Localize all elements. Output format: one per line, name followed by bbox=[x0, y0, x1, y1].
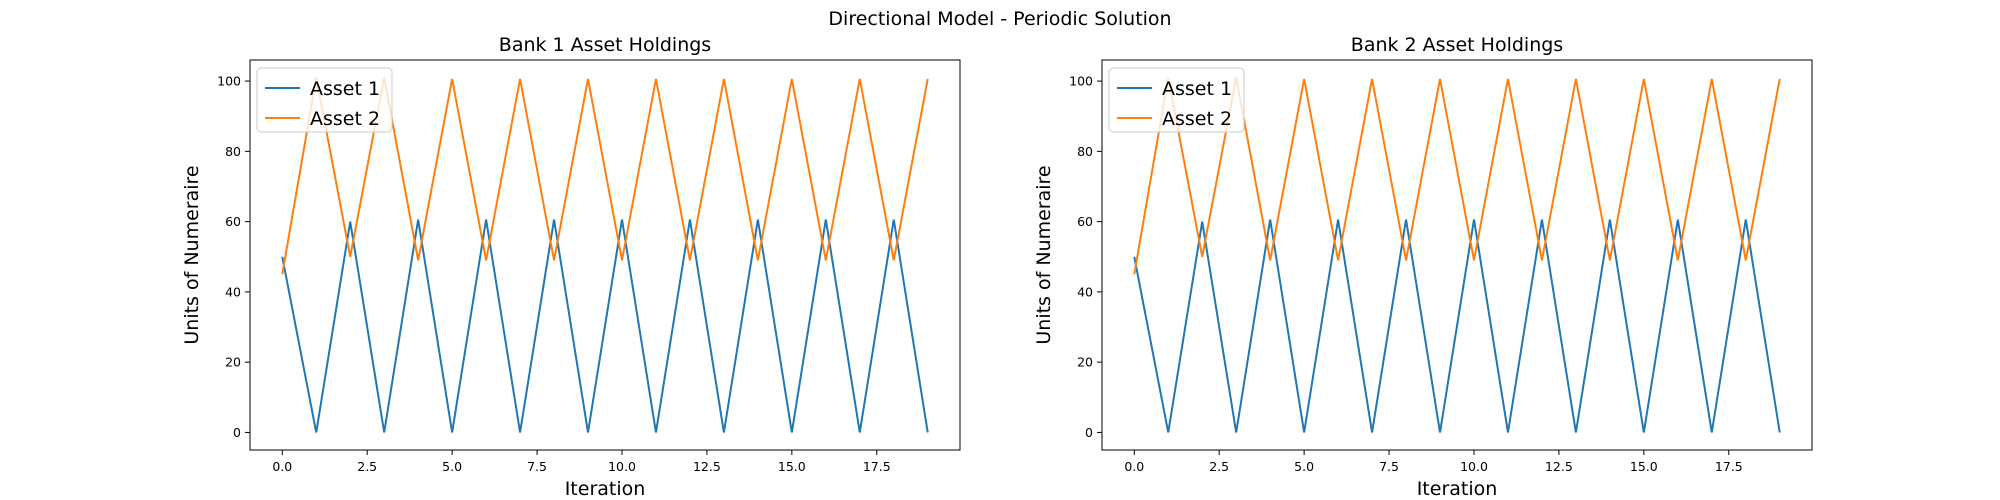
x-tick-label: 7.5 bbox=[527, 459, 547, 474]
x-tick-label: 5.0 bbox=[442, 459, 462, 474]
y-tick-label: 0 bbox=[1085, 425, 1093, 440]
x-tick-label: 10.0 bbox=[608, 459, 636, 474]
y-axis-label: Units of Numeraire bbox=[181, 165, 203, 344]
x-axis-label: Iteration bbox=[565, 478, 646, 500]
legend-label: Asset 1 bbox=[310, 78, 380, 100]
chart-panel-2: Bank 2 Asset Holdings 0.0 2.5 5.0 7.5 10.0 12.… bbox=[1033, 34, 1813, 500]
y-tick-label: 80 bbox=[225, 144, 241, 159]
x-tick-label: 0.0 bbox=[272, 459, 292, 474]
chart-panel-1: Bank 1 Asset Holdings 0.0 2.5 5.0 7.5 10.0 12.… bbox=[181, 34, 961, 500]
y-axis-label: Units of Numeraire bbox=[1033, 165, 1055, 344]
y-tick-label: 60 bbox=[225, 214, 241, 229]
x-tick-label: 2.5 bbox=[1209, 459, 1229, 474]
x-tick-label: 0.0 bbox=[1124, 459, 1144, 474]
y-tick-label: 60 bbox=[1077, 214, 1093, 229]
x-tick-label: 12.5 bbox=[693, 459, 721, 474]
y-tick-label: 100 bbox=[1069, 74, 1093, 89]
x-tick-label: 10.0 bbox=[1460, 459, 1488, 474]
x-tick-label: 17.5 bbox=[863, 459, 891, 474]
x-tick-label: 17.5 bbox=[1715, 459, 1743, 474]
plot-frame bbox=[1101, 59, 1813, 451]
x-tick-label: 2.5 bbox=[357, 459, 377, 474]
x-tick-label: 7.5 bbox=[1379, 459, 1399, 474]
legend: Asset 1 Asset 2 bbox=[256, 67, 393, 133]
y-tick-label: 20 bbox=[225, 355, 241, 370]
y-tick-label: 0 bbox=[233, 425, 241, 440]
legend-box bbox=[256, 67, 393, 133]
x-axis-label: Iteration bbox=[1417, 478, 1498, 500]
legend-box bbox=[1108, 67, 1245, 133]
plot-frame bbox=[249, 59, 961, 451]
panel-title: Bank 2 Asset Holdings bbox=[1351, 34, 1563, 56]
y-tick-label: 40 bbox=[1077, 284, 1093, 299]
y-tick-label: 100 bbox=[217, 74, 241, 89]
x-tick-label: 15.0 bbox=[778, 459, 806, 474]
series-line-asset-1 bbox=[281, 219, 929, 433]
legend-label: Asset 1 bbox=[1162, 78, 1232, 100]
legend-label: Asset 2 bbox=[1162, 108, 1232, 130]
legend-label: Asset 2 bbox=[310, 108, 380, 130]
panel-title: Bank 1 Asset Holdings bbox=[499, 34, 711, 56]
series-line-asset-1 bbox=[1133, 219, 1781, 433]
legend: Asset 1 Asset 2 bbox=[1108, 67, 1245, 133]
figure-suptitle: Directional Model - Periodic Solution bbox=[828, 8, 1171, 30]
x-tick-label: 5.0 bbox=[1294, 459, 1314, 474]
x-tick-label: 12.5 bbox=[1545, 459, 1573, 474]
y-tick-label: 20 bbox=[1077, 355, 1093, 370]
y-tick-label: 40 bbox=[225, 284, 241, 299]
x-tick-label: 15.0 bbox=[1630, 459, 1658, 474]
y-tick-label: 80 bbox=[1077, 144, 1093, 159]
